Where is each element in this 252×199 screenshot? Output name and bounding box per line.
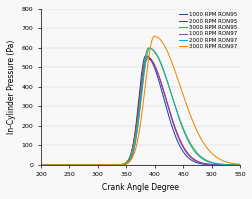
2000 RPM RON95 — [234, 164, 237, 166]
2000 RPM RON97 — [234, 164, 237, 166]
1000 RPM RON97 — [74, 164, 77, 166]
3000 RPM RON95 — [146, 47, 149, 49]
Line: 3000 RPM RON97: 3000 RPM RON97 — [41, 36, 239, 165]
3000 RPM RON97 — [39, 164, 42, 166]
1000 RPM RON97 — [62, 164, 65, 166]
1000 RPM RON97 — [238, 164, 241, 166]
1000 RPM RON97 — [145, 58, 148, 60]
2000 RPM RON97 — [148, 47, 151, 50]
2000 RPM RON95 — [124, 162, 127, 164]
2000 RPM RON97 — [39, 164, 42, 166]
3000 RPM RON95 — [62, 164, 65, 166]
2000 RPM RON95 — [74, 164, 77, 166]
2000 RPM RON97 — [62, 164, 65, 166]
3000 RPM RON97 — [62, 164, 65, 166]
1000 RPM RON95 — [212, 164, 215, 166]
3000 RPM RON97 — [124, 163, 127, 165]
3000 RPM RON97 — [238, 163, 241, 165]
2000 RPM RON97 — [115, 164, 118, 166]
1000 RPM RON95 — [124, 162, 127, 164]
1000 RPM RON95 — [144, 55, 147, 57]
2000 RPM RON97 — [212, 162, 215, 165]
X-axis label: Crank Angle Degree: Crank Angle Degree — [102, 183, 178, 192]
Y-axis label: In-Cylinder Pressure (Pa): In-Cylinder Pressure (Pa) — [7, 40, 16, 134]
Line: 2000 RPM RON95: 2000 RPM RON95 — [41, 57, 239, 165]
3000 RPM RON95 — [74, 164, 77, 166]
1000 RPM RON97 — [234, 164, 237, 166]
3000 RPM RON95 — [39, 164, 42, 166]
3000 RPM RON95 — [124, 162, 127, 164]
3000 RPM RON95 — [212, 162, 215, 164]
3000 RPM RON95 — [234, 164, 237, 166]
2000 RPM RON95 — [62, 164, 65, 166]
2000 RPM RON95 — [238, 164, 241, 166]
2000 RPM RON97 — [238, 164, 241, 166]
2000 RPM RON95 — [115, 164, 118, 166]
1000 RPM RON95 — [115, 164, 118, 166]
1000 RPM RON97 — [115, 164, 118, 166]
1000 RPM RON95 — [74, 164, 77, 166]
1000 RPM RON97 — [39, 164, 42, 166]
3000 RPM RON97 — [74, 164, 77, 166]
1000 RPM RON95 — [234, 164, 237, 166]
Line: 1000 RPM RON97: 1000 RPM RON97 — [41, 59, 239, 165]
2000 RPM RON95 — [39, 164, 42, 166]
Line: 2000 RPM RON97: 2000 RPM RON97 — [41, 48, 239, 165]
3000 RPM RON97 — [212, 155, 215, 157]
1000 RPM RON95 — [39, 164, 42, 166]
3000 RPM RON95 — [115, 164, 118, 166]
2000 RPM RON95 — [212, 163, 215, 166]
2000 RPM RON97 — [124, 162, 127, 165]
3000 RPM RON95 — [238, 164, 241, 166]
1000 RPM RON95 — [62, 164, 65, 166]
1000 RPM RON95 — [238, 164, 241, 166]
1000 RPM RON97 — [212, 164, 215, 166]
Line: 3000 RPM RON95: 3000 RPM RON95 — [41, 48, 239, 165]
3000 RPM RON97 — [234, 163, 237, 165]
3000 RPM RON97 — [152, 35, 155, 37]
2000 RPM RON95 — [145, 56, 148, 58]
3000 RPM RON97 — [115, 164, 118, 166]
Line: 1000 RPM RON95: 1000 RPM RON95 — [41, 56, 239, 165]
2000 RPM RON97 — [74, 164, 77, 166]
Legend: 1000 RPM RON95, 2000 RPM RON95, 3000 RPM RON95, 1000 RPM RON97, 2000 RPM RON97, : 1000 RPM RON95, 2000 RPM RON95, 3000 RPM… — [177, 12, 237, 50]
1000 RPM RON97 — [124, 163, 127, 165]
